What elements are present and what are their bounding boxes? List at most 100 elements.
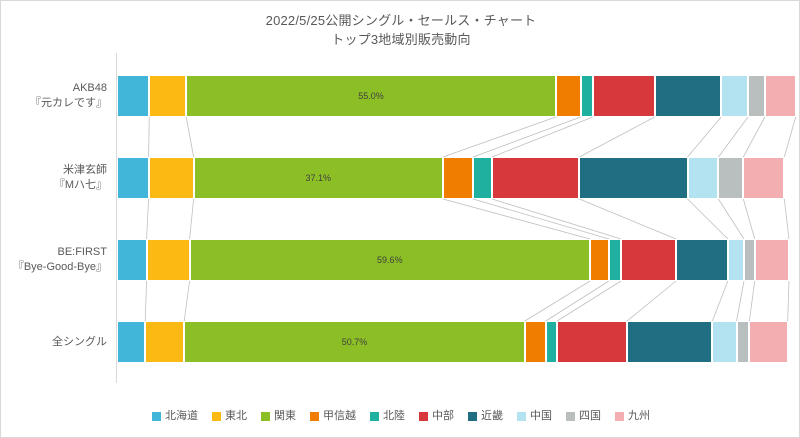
bar-segment bbox=[473, 157, 492, 199]
legend-item[interactable]: 関東 bbox=[261, 410, 296, 423]
legend-item-label: 四国 bbox=[579, 410, 601, 422]
bar-segment bbox=[743, 157, 785, 199]
category-axis-label-line: AKB48 bbox=[72, 82, 107, 94]
bar-segment-data-label: 59.6% bbox=[377, 255, 403, 265]
bar-segment: 50.7% bbox=[184, 321, 525, 363]
bar-segment bbox=[149, 75, 187, 117]
chart-legend: 北海道 東北 関東 甲信越 北陸 中部 近畿 中国 四国 九州 bbox=[1, 410, 800, 423]
bar-segment bbox=[117, 75, 150, 117]
category-axis-label-line: 『元カレです』 bbox=[30, 97, 107, 109]
legend-swatch-icon bbox=[517, 412, 526, 421]
legend-swatch-icon bbox=[468, 412, 477, 421]
bar-segment bbox=[146, 239, 190, 281]
legend-item-label: 中国 bbox=[530, 410, 552, 422]
category-row: 全シングル 50.7% bbox=[1, 301, 800, 383]
bar-segment bbox=[718, 157, 744, 199]
bar-segment bbox=[736, 321, 750, 363]
bar-segment bbox=[592, 75, 655, 117]
bar-segment-data-label: 55.0% bbox=[358, 91, 384, 101]
legend-item-label: 東北 bbox=[225, 410, 247, 422]
legend-item[interactable]: 中部 bbox=[419, 410, 454, 423]
category-axis-label-line: 『Mハ七』 bbox=[53, 179, 107, 191]
stacked-bar: 37.1% bbox=[117, 157, 789, 199]
bar-segment bbox=[627, 321, 713, 363]
category-axis-label-line: 全シングル bbox=[52, 335, 107, 348]
legend-item-label: 中部 bbox=[432, 410, 454, 422]
legend-item[interactable]: 九州 bbox=[615, 410, 650, 423]
bar-segment bbox=[754, 239, 789, 281]
bar-segment bbox=[749, 321, 788, 363]
bar-segment bbox=[687, 157, 719, 199]
legend-swatch-icon bbox=[261, 412, 270, 421]
bar-segment bbox=[743, 239, 755, 281]
bar-segment bbox=[117, 157, 149, 199]
category-row: BE:FIRST 『Bye-Good-Bye』 59.6% bbox=[1, 219, 800, 301]
legend-item-label: 関東 bbox=[274, 410, 296, 422]
bar-segment bbox=[608, 239, 621, 281]
category-axis-label: 米津玄師『Mハ七』 bbox=[1, 137, 107, 219]
bar-segment bbox=[579, 157, 688, 199]
legend-item-label: 近畿 bbox=[481, 410, 503, 422]
bar-segment bbox=[557, 321, 628, 363]
category-row: 米津玄師『Mハ七』 37.1% bbox=[1, 137, 800, 219]
legend-swatch-icon bbox=[310, 412, 319, 421]
legend-swatch-icon bbox=[212, 412, 221, 421]
legend-item[interactable]: 四国 bbox=[566, 410, 601, 423]
legend-swatch-icon bbox=[419, 412, 428, 421]
bar-segment bbox=[748, 75, 765, 117]
bar-segment bbox=[555, 75, 581, 117]
legend-item-label: 九州 bbox=[628, 410, 650, 422]
category-axis-label-line: 米津玄師 bbox=[63, 164, 107, 176]
legend-item[interactable]: 東北 bbox=[212, 410, 247, 423]
bar-segment: 59.6% bbox=[189, 239, 591, 281]
stacked-bar: 50.7% bbox=[117, 321, 789, 363]
bar-segment: 55.0% bbox=[186, 75, 556, 117]
category-axis-label-line: 『Bye-Good-Bye』 bbox=[12, 261, 107, 273]
bar-segment bbox=[442, 157, 474, 199]
bar-segment bbox=[712, 321, 737, 363]
category-axis-label: BE:FIRST 『Bye-Good-Bye』 bbox=[1, 219, 107, 301]
bar-segment bbox=[491, 157, 580, 199]
chart-title-line1: 2022/5/25公開シングル・セールス・チャート bbox=[265, 13, 537, 28]
stacked-bar: 59.6% bbox=[117, 239, 789, 281]
bar-segment bbox=[590, 239, 609, 281]
legend-item-label: 甲信越 bbox=[323, 410, 356, 422]
legend-item[interactable]: 近畿 bbox=[468, 410, 503, 423]
category-axis-label: AKB48 『元カレです』 bbox=[1, 55, 107, 137]
legend-swatch-icon bbox=[615, 412, 624, 421]
bar-segment-data-label: 37.1% bbox=[305, 173, 331, 183]
legend-item-label: 北陸 bbox=[383, 410, 405, 422]
bar-segment bbox=[676, 239, 728, 281]
chart-title: 2022/5/25公開シングル・セールス・チャート トップ3地域別販売動向 bbox=[1, 11, 800, 49]
bar-segment bbox=[621, 239, 677, 281]
plot-area: AKB48 『元カレです』 55.0% 米津玄師『Mハ七』 37.1% BE:FIRST 『… bbox=[1, 53, 800, 383]
bar-segment bbox=[148, 157, 194, 199]
category-axis-label-line: BE:FIRST bbox=[57, 246, 107, 258]
category-axis-line bbox=[116, 53, 117, 383]
bar-segment bbox=[145, 321, 185, 363]
legend-swatch-icon bbox=[566, 412, 575, 421]
stacked-bar: 55.0% bbox=[117, 75, 796, 117]
bar-segment: 37.1% bbox=[193, 157, 443, 199]
bar-segment bbox=[117, 321, 146, 363]
legend-item[interactable]: 北海道 bbox=[152, 410, 198, 423]
legend-item[interactable]: 甲信越 bbox=[310, 410, 356, 423]
bar-segment bbox=[654, 75, 722, 117]
bar-segment bbox=[727, 239, 744, 281]
bar-segment bbox=[524, 321, 546, 363]
legend-item[interactable]: 北陸 bbox=[370, 410, 405, 423]
bar-segment bbox=[764, 75, 796, 117]
legend-item-label: 北海道 bbox=[165, 410, 198, 422]
category-row: AKB48 『元カレです』 55.0% bbox=[1, 55, 800, 137]
category-axis-label: 全シングル bbox=[1, 301, 107, 383]
bar-segment bbox=[580, 75, 593, 117]
bar-segment bbox=[545, 321, 558, 363]
legend-swatch-icon bbox=[152, 412, 161, 421]
bar-segment bbox=[721, 75, 748, 117]
bar-segment bbox=[117, 239, 147, 281]
legend-item[interactable]: 中国 bbox=[517, 410, 552, 423]
bar-segment-data-label: 50.7% bbox=[341, 337, 368, 347]
legend-swatch-icon bbox=[370, 412, 379, 421]
chart-subtitle-line2: トップ3地域別販売動向 bbox=[331, 32, 471, 47]
